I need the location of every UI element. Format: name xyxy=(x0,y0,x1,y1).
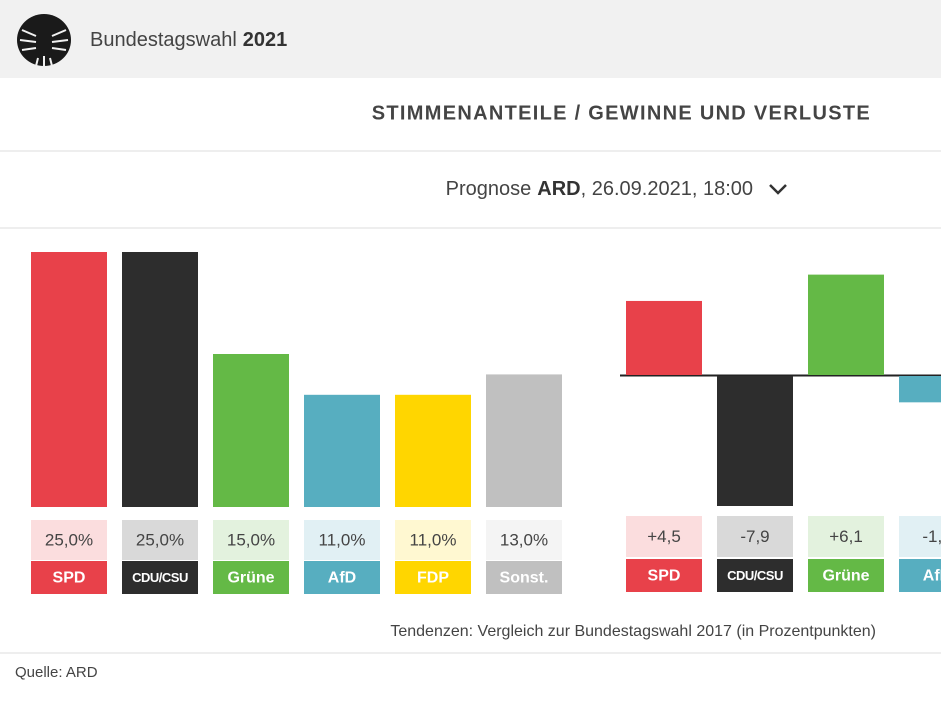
value-label: -1,6 xyxy=(922,527,941,546)
chart-note: Tendenzen: Vergleich zur Bundestagswahl … xyxy=(390,623,876,640)
party-box xyxy=(486,561,562,594)
party-label: CDU/CSU xyxy=(132,570,188,585)
value-label: -7,9 xyxy=(740,527,769,546)
party-label: AfD xyxy=(923,568,941,585)
source-note: Quelle: ARD xyxy=(15,664,98,681)
party-label: SPD xyxy=(53,570,86,587)
bar xyxy=(486,374,562,507)
party-box xyxy=(304,561,380,594)
party-label: Sonst. xyxy=(500,570,549,587)
forecast-label: Prognose xyxy=(446,178,532,200)
party-label: AfD xyxy=(328,570,356,587)
party-label: Grüne xyxy=(822,568,869,585)
value-box xyxy=(626,516,702,557)
tab-title[interactable]: STIMMENANTEILE / GEWINNE UND VERLUSTE xyxy=(372,102,871,124)
party-box xyxy=(213,561,289,594)
header-title-text: Bundestagswahl xyxy=(90,29,237,51)
forecast-source: ARD xyxy=(537,178,580,200)
value-box xyxy=(213,520,289,560)
value-box xyxy=(717,516,793,557)
value-box xyxy=(122,520,198,560)
dropdown-chevron[interactable] xyxy=(769,184,787,195)
bar xyxy=(122,252,198,507)
value-label: +4,5 xyxy=(647,527,681,546)
value-label: 25,0% xyxy=(136,530,184,549)
party-box xyxy=(122,561,198,594)
bar xyxy=(213,354,289,507)
value-box xyxy=(395,520,471,560)
party-box xyxy=(899,559,941,592)
value-label: 25,0% xyxy=(45,530,93,549)
forecast-selector[interactable]: Prognose ARD, 26.09.2021, 18:00 xyxy=(446,178,753,200)
value-label: +6,1 xyxy=(829,527,863,546)
value-box xyxy=(808,516,884,557)
party-box xyxy=(808,559,884,592)
header-bar xyxy=(0,0,941,78)
party-box xyxy=(626,559,702,592)
value-box xyxy=(899,516,941,557)
party-label: SPD xyxy=(648,568,681,585)
party-box xyxy=(31,561,107,594)
bar xyxy=(717,376,793,506)
party-box xyxy=(717,559,793,592)
party-box xyxy=(395,561,471,594)
header-year: 2021 xyxy=(243,29,288,51)
value-label: 15,0% xyxy=(227,530,275,549)
forecast-datetime: , 26.09.2021, 18:00 xyxy=(581,178,753,200)
value-box xyxy=(304,520,380,560)
bar xyxy=(395,394,471,507)
value-box xyxy=(486,520,562,560)
bar xyxy=(808,274,884,375)
bar xyxy=(31,252,107,507)
value-label: 11,0% xyxy=(319,530,366,549)
value-label: 11,0% xyxy=(410,530,457,549)
value-box xyxy=(31,520,107,560)
party-label: Grüne xyxy=(227,570,274,587)
party-label: FDP xyxy=(417,570,449,587)
bar xyxy=(304,394,380,507)
party-label: CDU/CSU xyxy=(727,568,783,583)
bar xyxy=(899,376,941,403)
value-label: 13,0% xyxy=(500,530,548,549)
bar xyxy=(626,300,702,375)
header-title: Bundestagswahl 2021 xyxy=(90,29,287,51)
eagle-logo xyxy=(17,14,71,67)
